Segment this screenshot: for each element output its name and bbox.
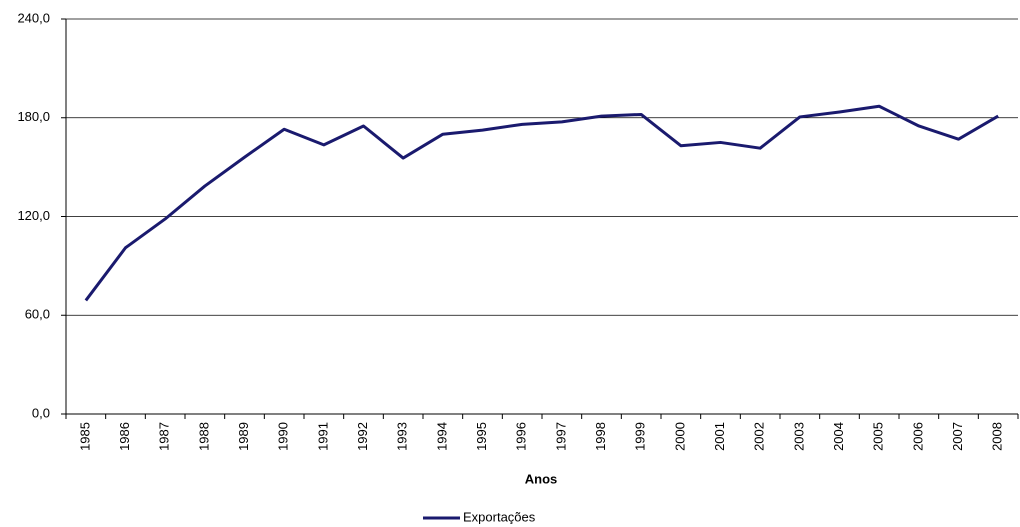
x-tick-label: 1998 [593,422,608,451]
x-tick-label: 1989 [236,422,251,451]
x-tick-label: 1985 [77,422,92,451]
x-tick-label: 2006 [910,422,925,451]
x-tick-label: 1996 [514,422,529,451]
x-tick-label: 1991 [315,422,330,451]
x-tick-label: 2001 [712,422,727,451]
x-tick-label: 1986 [117,422,132,451]
x-tick-label: 2004 [831,422,846,451]
x-tick-label: 2008 [990,422,1005,451]
x-tick-label: 1992 [355,422,370,451]
y-tick-label: 120,0 [17,208,50,223]
y-tick-label: 240,0 [17,10,50,25]
series-line [84,104,999,302]
x-tick-label: 1997 [553,422,568,451]
x-tick-label: 2000 [672,422,687,451]
legend-label: Exportações [463,509,536,524]
y-tick-label: 180,0 [17,109,50,124]
x-tick-label: 1999 [633,422,648,451]
x-tick-label: 1990 [276,422,291,451]
x-tick-label: 1988 [196,422,211,451]
x-axis-label: Anos [525,471,558,486]
y-tick-label: 0,0 [32,405,50,420]
x-tick-label: 1994 [434,422,449,451]
x-tick-label: 2005 [871,422,886,451]
x-tick-label: 1987 [157,422,172,451]
x-tick-label: 2007 [950,422,965,451]
x-tick-label: 2002 [752,422,767,451]
x-tick-label: 1995 [474,422,489,451]
x-tick-label: 2003 [791,422,806,451]
y-tick-label: 60,0 [25,307,50,322]
x-tick-label: 1993 [395,422,410,451]
